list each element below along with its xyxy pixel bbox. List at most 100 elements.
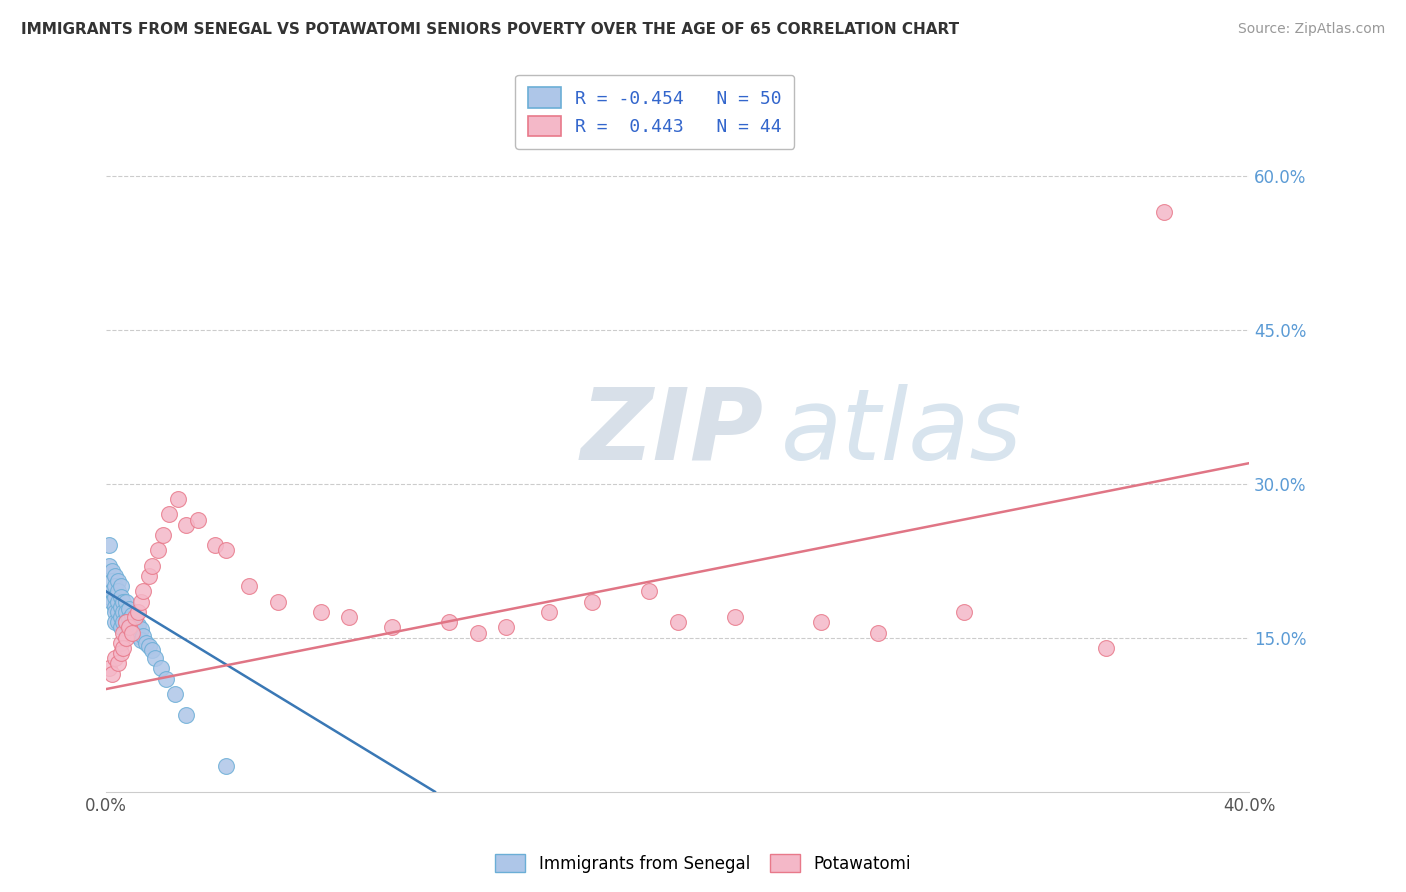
Point [1153,204,1175,219]
Point [115,595,138,609]
Point [115,631,138,645]
Point [157,508,180,522]
Point [187,513,209,527]
Point [98,538,121,552]
Point [124,612,146,626]
Point [152,528,174,542]
Point [107,615,129,630]
Point [238,579,260,593]
Point [110,599,132,614]
Point [1095,640,1118,655]
Point [104,579,127,593]
Point [129,623,152,637]
Text: IMMIGRANTS FROM SENEGAL VS POTAWATOMI SENIORS POVERTY OVER THE AGE OF 65 CORRELA: IMMIGRANTS FROM SENEGAL VS POTAWATOMI SE… [21,22,959,37]
Point [118,612,141,626]
Point [118,602,141,616]
Text: atlas: atlas [780,384,1022,481]
Point [110,620,132,634]
Point [107,657,129,671]
Point [141,643,163,657]
Point [495,620,517,634]
Point [107,605,129,619]
Point [112,615,135,630]
Point [138,569,160,583]
Point [132,629,155,643]
Point [110,590,132,604]
Point [104,599,127,614]
Point [309,605,332,619]
Point [146,543,169,558]
Text: Source: ZipAtlas.com: Source: ZipAtlas.com [1237,22,1385,37]
Point [149,661,172,675]
Point [124,610,146,624]
Point [204,538,226,552]
Point [104,590,127,604]
Point [127,605,149,619]
Text: ZIP: ZIP [581,384,763,481]
Point [107,574,129,589]
Point [124,623,146,637]
Point [112,605,135,619]
Point [135,636,157,650]
Point [104,605,127,619]
Point [337,610,360,624]
Point [107,595,129,609]
Point [118,623,141,637]
Point [127,618,149,632]
Point [101,595,124,609]
Point [121,625,143,640]
Point [163,687,186,701]
Point [724,610,747,624]
Point [155,672,177,686]
Legend: Immigrants from Senegal, Potawatomi: Immigrants from Senegal, Potawatomi [489,847,917,880]
Point [581,595,603,609]
Point [112,640,135,655]
Point [638,584,661,599]
Point [101,666,124,681]
Point [101,574,124,589]
Point [267,595,290,609]
Point [215,759,238,773]
Point [110,610,132,624]
Point [174,707,197,722]
Point [104,569,127,583]
Point [110,646,132,660]
Point [121,618,143,632]
Point [107,584,129,599]
Point [104,651,127,665]
Point [118,620,141,634]
Point [467,625,489,640]
Legend: R = -0.454   N = 50, R =  0.443   N = 44: R = -0.454 N = 50, R = 0.443 N = 44 [516,75,794,149]
Point [101,564,124,578]
Point [143,651,166,665]
Point [101,584,124,599]
Point [129,632,152,647]
Point [810,615,832,630]
Point [866,625,889,640]
Point [132,584,155,599]
Point [112,595,135,609]
Point [104,615,127,630]
Point [129,595,152,609]
Point [115,605,138,619]
Point [110,579,132,593]
Point [127,629,149,643]
Point [138,639,160,653]
Point [98,558,121,573]
Point [538,605,561,619]
Point [381,620,404,634]
Point [112,625,135,640]
Point [115,615,138,630]
Point [110,636,132,650]
Point [666,615,689,630]
Point [437,615,460,630]
Point [141,558,163,573]
Point [98,661,121,675]
Point [174,517,197,532]
Point [166,492,188,507]
Point [952,605,974,619]
Point [121,608,143,623]
Point [98,590,121,604]
Point [115,615,138,630]
Point [215,543,238,558]
